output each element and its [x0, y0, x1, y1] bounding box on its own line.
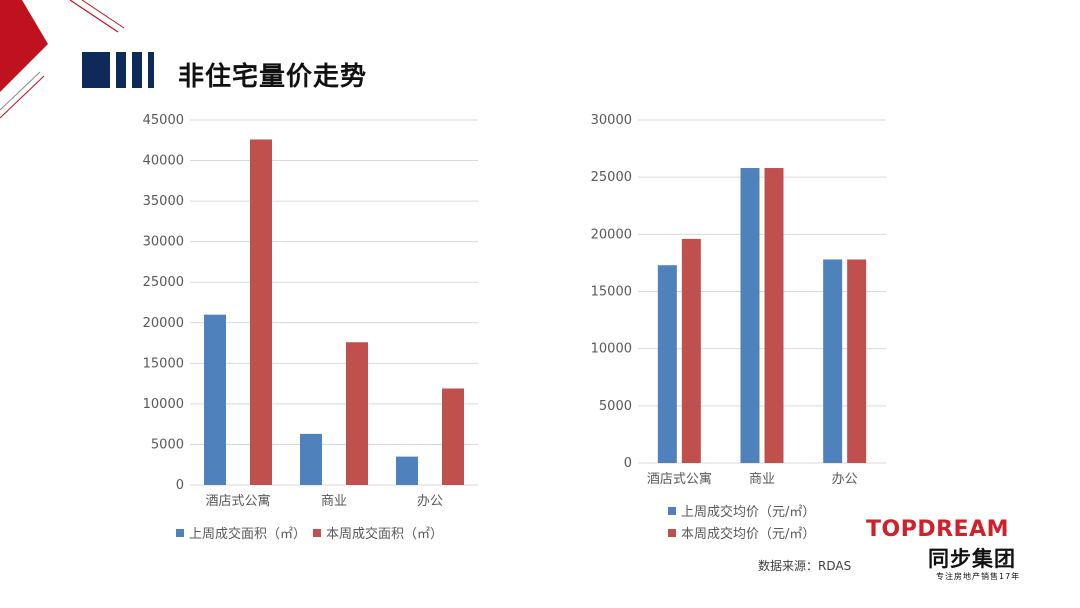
title-bar: [148, 52, 154, 88]
bar: [681, 238, 701, 463]
bar: [396, 456, 418, 485]
y-tick-label: 20000: [143, 316, 184, 331]
bar: [346, 342, 368, 485]
legend-label: 上周成交面积（㎡）: [189, 526, 306, 542]
bar: [657, 265, 677, 463]
y-tick-label: 40000: [143, 154, 184, 169]
y-tick-label: 10000: [143, 397, 184, 412]
bar: [442, 388, 464, 485]
bar: [250, 139, 272, 485]
corner-line: [69, 0, 119, 33]
x-category-label: 酒店式公寓: [647, 471, 712, 487]
y-tick-label: 15000: [143, 356, 184, 371]
y-tick-label: 0: [176, 478, 184, 493]
bar: [847, 259, 867, 463]
x-category-label: 酒店式公寓: [205, 493, 270, 509]
bar: [740, 168, 760, 463]
bar: [204, 314, 226, 485]
corner-line: [81, 0, 125, 29]
y-tick-label: 45000: [143, 113, 184, 128]
y-tick-label: 5000: [151, 437, 184, 452]
bar: [300, 433, 322, 485]
legend-swatch: [313, 529, 321, 537]
y-tick-label: 30000: [591, 113, 632, 128]
company-logo: TOPDREAM 同步集团 专注房地产销售17年: [866, 517, 1030, 582]
y-tick-label: 30000: [143, 235, 184, 250]
bar: [823, 259, 843, 463]
x-category-label: 商业: [749, 472, 775, 487]
corner-decoration: [0, 0, 125, 119]
logo-english: TOPDREAM: [866, 517, 1009, 542]
title-bar: [132, 52, 142, 88]
legend-swatch: [668, 507, 676, 515]
bar: [764, 168, 784, 463]
x-category-label: 商业: [321, 494, 347, 509]
legend-swatch: [668, 529, 676, 537]
y-tick-label: 10000: [591, 342, 632, 357]
source-note: 数据来源：RDAS: [758, 559, 852, 573]
x-category-label: 办公: [417, 494, 443, 509]
y-tick-label: 0: [624, 456, 632, 471]
legend-label: 本周成交均价（元/㎡）: [681, 526, 815, 542]
y-tick-label: 25000: [143, 275, 184, 290]
price-chart-right: 0 5000 10000 15000 20000 25000 30000 酒店式公寓 商业 办公上…: [591, 113, 886, 542]
logo-tagline: 专注房地产销售17年: [936, 572, 1021, 581]
legend-label: 本周成交面积（㎡）: [326, 526, 443, 542]
corner-line: [0, 75, 45, 119]
corner-red-triangle: [0, 0, 48, 92]
logo-chinese: 同步集团: [928, 547, 1016, 571]
title-bar: [82, 52, 110, 88]
corner-line: [0, 71, 41, 111]
title-bar: [116, 52, 126, 88]
area-chart-left: 0 5000 10000 15000 20000 25000 30000 35000 40000…: [143, 113, 478, 542]
y-tick-label: 5000: [599, 399, 632, 414]
y-tick-label: 25000: [591, 170, 632, 185]
y-tick-label: 35000: [143, 194, 184, 209]
y-tick-label: 20000: [591, 227, 632, 242]
page-title: 非住宅量价走势: [178, 62, 368, 92]
y-tick-label: 15000: [591, 285, 632, 300]
x-category-label: 办公: [832, 472, 858, 487]
legend-label: 上周成交均价（元/㎡）: [681, 504, 815, 520]
legend-swatch: [176, 529, 184, 537]
